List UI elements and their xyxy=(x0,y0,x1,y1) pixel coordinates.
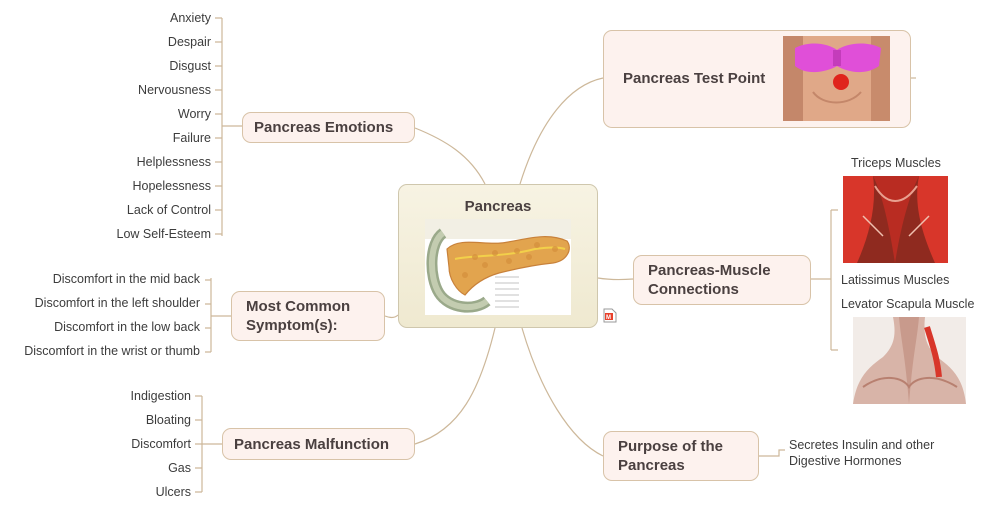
emotion-item[interactable]: Despair xyxy=(167,35,211,49)
topic-title: Pancreas-Muscle Connections xyxy=(648,262,771,298)
topic-most-common-symptoms[interactable]: Most Common Symptom(s): xyxy=(231,291,385,341)
symptom-item[interactable]: Discomfort in the low back xyxy=(54,320,200,334)
mindmap-file-icon[interactable]: M xyxy=(603,308,617,323)
central-node-pancreas[interactable]: Pancreas xyxy=(398,184,598,328)
triceps-muscle-image xyxy=(843,176,948,263)
pancreas-illustration xyxy=(425,219,571,315)
malfunction-item[interactable]: Discomfort xyxy=(131,437,191,451)
malfunction-item[interactable]: Indigestion xyxy=(130,389,191,403)
symptom-item[interactable]: Discomfort in the mid back xyxy=(52,272,200,286)
branch-purpose xyxy=(521,327,604,457)
emotion-item[interactable]: Helplessness xyxy=(136,155,211,169)
topic-title: Pancreas Test Point xyxy=(623,69,766,87)
branch-malfunction xyxy=(414,327,496,445)
branch-test-point xyxy=(519,77,604,185)
topic-title: Most Common Symptom(s): xyxy=(246,298,351,334)
malfunction-item[interactable]: Ulcers xyxy=(155,485,191,499)
topic-title: Purpose of the Pancreas xyxy=(618,438,724,474)
branch-muscle xyxy=(597,277,634,281)
symptom-item[interactable]: Discomfort in the left shoulder xyxy=(34,296,200,310)
topic-pancreas-emotions[interactable]: Pancreas Emotions xyxy=(242,112,415,143)
symptom-item[interactable]: Discomfort in the wrist or thumb xyxy=(24,344,200,358)
branch-emotions xyxy=(414,127,486,185)
emotion-item[interactable]: Lack of Control xyxy=(126,203,211,217)
muscle-item[interactable]: Levator Scapula Muscle xyxy=(841,297,975,311)
topic-title: Pancreas Malfunction xyxy=(234,435,390,453)
emotion-item[interactable]: Failure xyxy=(172,131,211,145)
muscle-item[interactable]: Triceps Muscles xyxy=(851,156,941,170)
topic-title: Pancreas Emotions xyxy=(254,119,394,136)
malfunction-item[interactable]: Bloating xyxy=(145,413,191,427)
torso-photo-icon xyxy=(783,36,890,121)
branch-symptoms xyxy=(384,314,399,318)
emotion-item[interactable]: Worry xyxy=(177,107,211,121)
svg-text:M: M xyxy=(606,315,611,321)
emotion-item[interactable]: Hopelessness xyxy=(132,179,211,193)
muscle-item[interactable]: Latissimus Muscles xyxy=(841,273,950,287)
emotion-item[interactable]: Disgust xyxy=(169,59,211,73)
central-title: Pancreas xyxy=(464,198,532,215)
levator-scapula-image xyxy=(853,317,966,404)
emotion-item[interactable]: Low Self-Esteem xyxy=(116,227,211,241)
topic-purpose-of-pancreas[interactable]: Purpose of the Pancreas xyxy=(603,431,759,481)
topic-pancreas-muscle-connections[interactable]: Pancreas-Muscle Connections xyxy=(633,255,811,305)
purpose-item[interactable]: Secretes Insulin and other Digestive Hor… xyxy=(789,438,935,468)
malfunction-item[interactable]: Gas xyxy=(168,461,191,475)
emotion-item[interactable]: Anxiety xyxy=(170,11,211,25)
emotion-item[interactable]: Nervousness xyxy=(138,83,211,97)
topic-pancreas-malfunction[interactable]: Pancreas Malfunction xyxy=(222,428,415,460)
